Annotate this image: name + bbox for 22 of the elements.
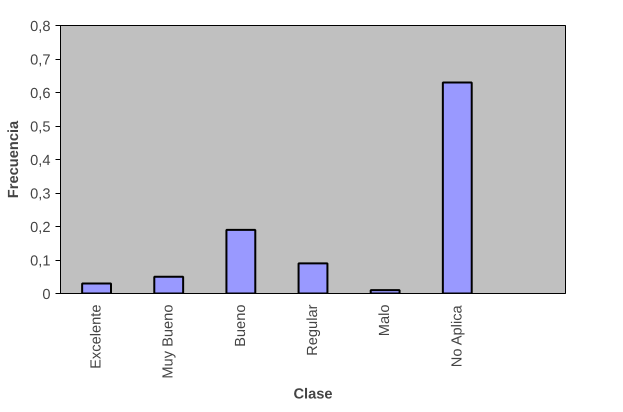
x-tick-label: No Aplica [449,304,466,368]
x-axis-title: Clase [293,386,333,403]
y-tick-label: 0,2 [30,220,50,236]
bar [442,81,473,294]
y-tick-label: 0,4 [30,153,50,169]
y-axis-title: Frecuencia [6,120,22,198]
bar [153,276,184,294]
y-tick-label: 0,3 [30,186,50,202]
x-tick-label: Malo [377,304,394,336]
x-tick-label: Regular [305,304,321,356]
y-tick-label: 0,8 [30,19,50,35]
x-tick-label: Excelente [88,304,105,369]
x-tick-label: Muy Bueno [160,304,177,379]
y-tick-label: 0,6 [30,86,50,102]
y-tick-label: 0,7 [30,52,50,68]
y-tick-label: 0,5 [30,120,50,136]
y-tick-label: 0 [42,287,51,303]
bar [298,262,328,294]
x-tick-label: Bueno [232,304,249,347]
bar [225,228,256,294]
y-tick-label: 0,1 [30,254,50,270]
bar [81,282,112,294]
